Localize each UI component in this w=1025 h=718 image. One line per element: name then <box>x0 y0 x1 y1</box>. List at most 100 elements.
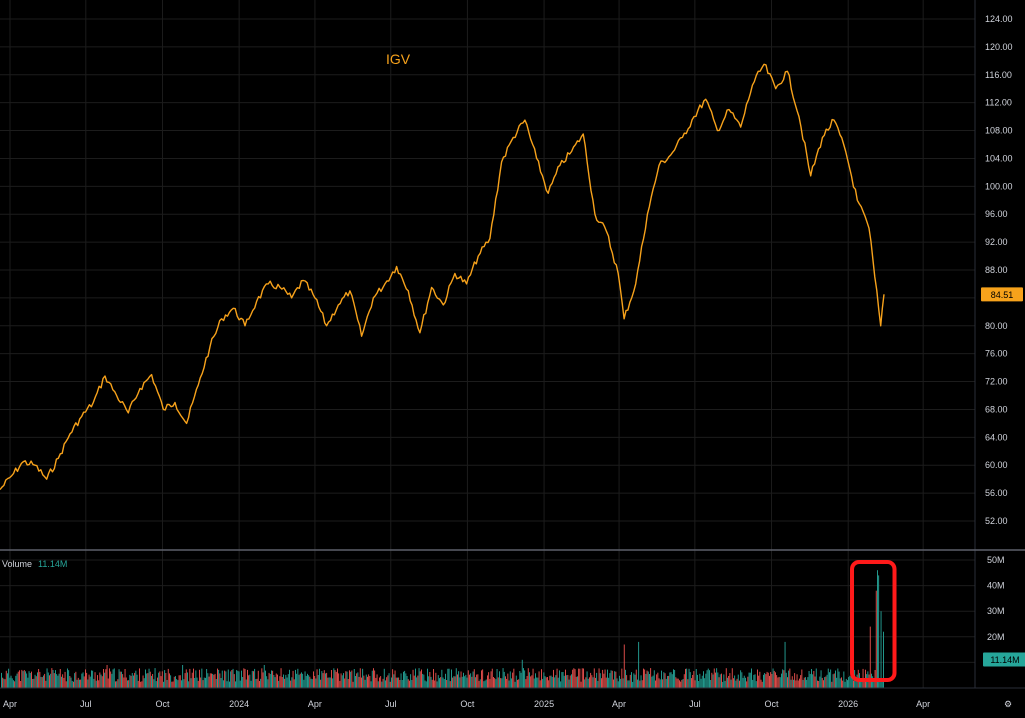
volume-bar <box>351 670 353 688</box>
volume-bar <box>626 675 628 688</box>
volume-bar <box>497 677 499 688</box>
volume-bar <box>769 675 770 688</box>
volume-bar <box>262 672 264 688</box>
volume-bar <box>343 673 344 688</box>
volume-bar <box>557 677 559 688</box>
volume-bar <box>746 681 748 688</box>
volume-bar <box>812 674 814 688</box>
volume-bar <box>371 670 373 688</box>
price-tick-label: 108.00 <box>985 126 1013 136</box>
volume-bar <box>345 671 347 688</box>
volume-bar <box>287 674 289 688</box>
volume-bar <box>748 672 750 688</box>
volume-bar <box>109 668 110 688</box>
volume-bar <box>308 675 310 688</box>
volume-bar <box>743 675 745 688</box>
volume-bar <box>79 679 80 688</box>
volume-bar <box>321 671 323 688</box>
volume-bar <box>119 671 121 688</box>
volume-bar <box>286 677 288 688</box>
volume-bar <box>649 674 650 688</box>
volume-bar <box>361 677 362 688</box>
volume-bar <box>404 670 406 688</box>
volume-bar <box>340 673 342 688</box>
volume-bar <box>112 669 114 688</box>
volume-bar <box>491 668 493 688</box>
volume-bar <box>243 668 245 688</box>
volume-bar <box>638 641 640 688</box>
volume-bar <box>587 678 589 688</box>
volume-bar <box>100 674 102 688</box>
volume-bar <box>467 670 469 688</box>
volume-bar <box>599 673 601 688</box>
volume-bar <box>70 677 72 688</box>
price-tick-label: 88.00 <box>985 265 1008 275</box>
volume-bar <box>122 674 124 688</box>
volume-bar <box>782 669 784 688</box>
volume-bar <box>479 679 481 688</box>
volume-bar <box>46 668 48 688</box>
volume-bar <box>3 678 5 688</box>
volume-bar <box>375 677 377 688</box>
volume-bar <box>110 671 112 688</box>
volume-bar <box>821 677 823 688</box>
volume-bar <box>736 678 738 688</box>
volume-bar <box>842 680 844 688</box>
volume-bar <box>643 668 644 688</box>
volume-bar <box>872 676 874 688</box>
volume-bar <box>590 672 592 688</box>
volume-bar <box>4 679 6 688</box>
volume-bar <box>425 681 427 688</box>
volume-bar <box>513 668 515 688</box>
volume-bar <box>129 674 131 688</box>
volume-bar <box>841 677 842 688</box>
volume-bar <box>698 681 700 688</box>
volume-bar <box>32 679 34 688</box>
volume-bar <box>741 672 743 688</box>
volume-bar <box>357 672 359 688</box>
volume-bar <box>319 668 320 688</box>
volume-bar <box>381 681 383 688</box>
volume-bar <box>526 676 528 688</box>
volume-bar <box>601 678 602 688</box>
volume-bar <box>627 680 629 688</box>
volume-bar <box>713 668 715 688</box>
volume-bar <box>747 676 749 688</box>
volume-bar <box>681 679 683 688</box>
volume-bar <box>227 669 229 688</box>
volume-bar <box>416 677 418 688</box>
volume-bar <box>244 669 246 688</box>
volume-bar <box>635 669 637 688</box>
volume-bar <box>475 677 476 688</box>
price-tick-label: 52.00 <box>985 516 1008 526</box>
volume-bar <box>202 680 204 688</box>
volume-bar <box>880 611 882 688</box>
volume-bar <box>453 676 455 688</box>
volume-bar <box>26 673 28 688</box>
volume-bar <box>820 670 822 688</box>
volume-bar <box>178 675 180 688</box>
settings-icon[interactable]: ⚙ <box>1004 699 1012 709</box>
volume-bar <box>722 681 724 688</box>
volume-bar <box>34 674 36 688</box>
volume-bar <box>608 677 610 688</box>
volume-bar <box>778 676 780 688</box>
volume-bar <box>831 681 833 688</box>
last-price-value: 84.51 <box>991 290 1014 300</box>
volume-bar <box>447 668 449 688</box>
volume-bar <box>237 670 239 688</box>
volume-bar <box>15 675 17 688</box>
volume-bar <box>751 668 752 688</box>
volume-bar <box>662 679 664 688</box>
volume-bar <box>561 672 563 688</box>
volume-bar <box>31 671 32 688</box>
price-tick-label: 116.00 <box>985 70 1012 80</box>
volume-bar <box>685 668 686 688</box>
volume-bar <box>511 678 512 688</box>
volume-bar <box>218 669 220 688</box>
volume-bar <box>209 673 211 688</box>
volume-bar <box>729 673 731 688</box>
volume-bar <box>410 674 412 688</box>
volume-bar <box>653 670 655 688</box>
